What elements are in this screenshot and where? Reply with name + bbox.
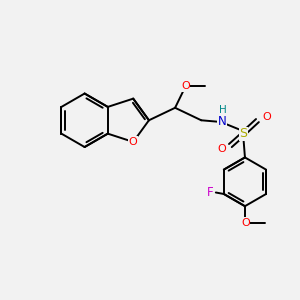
Text: N: N (218, 115, 226, 128)
Text: O: O (262, 112, 271, 122)
Text: O: O (181, 81, 190, 92)
Text: O: O (241, 218, 250, 227)
Text: H: H (219, 106, 226, 116)
Text: O: O (217, 144, 226, 154)
Text: S: S (239, 127, 247, 140)
Text: O: O (129, 137, 138, 147)
Text: F: F (207, 186, 213, 199)
